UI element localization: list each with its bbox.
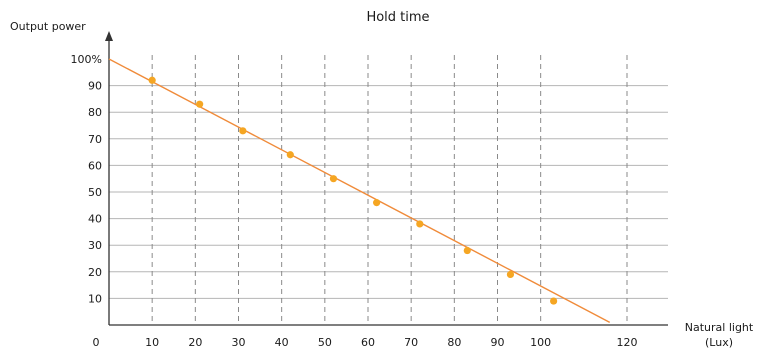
x-axis-title: Natural light <box>685 321 754 334</box>
chart-title: Hold time <box>366 10 429 25</box>
data-point <box>506 270 515 279</box>
axis-layer <box>105 31 668 326</box>
y-tick-label: 30 <box>88 239 102 252</box>
x-tick-label: 80 <box>447 336 461 349</box>
y-tick-label: 50 <box>88 186 102 199</box>
data-point <box>239 127 247 135</box>
data-point <box>373 199 381 207</box>
x-tick-label: 20 <box>188 336 202 349</box>
data-point <box>463 246 471 255</box>
label-layer: Hold time Output power Natural light (Lu… <box>10 10 754 349</box>
y-tick-label: 20 <box>88 266 102 279</box>
grid-layer <box>109 55 668 325</box>
x-tick-label: 90 <box>491 336 505 349</box>
x-tick-label: 50 <box>318 336 332 349</box>
data-point <box>286 151 294 159</box>
x-tick-label: 60 <box>361 336 375 349</box>
data-point <box>416 220 424 228</box>
y-tick-label: 10 <box>88 292 102 305</box>
y-tick-label: 40 <box>88 213 102 226</box>
x-tick-label: 0 <box>93 336 100 349</box>
data-point <box>148 76 156 84</box>
x-tick-label: 30 <box>232 336 246 349</box>
y-tick-label: 60 <box>88 159 102 172</box>
x-tick-label: 100 <box>530 336 551 349</box>
y-axis-title: Output power <box>10 20 86 33</box>
x-tick-label: 120 <box>617 336 638 349</box>
data-point <box>550 297 558 305</box>
data-point <box>196 100 204 108</box>
series-line <box>108 58 611 323</box>
y-tick-label: 90 <box>88 80 102 93</box>
y-tick-label: 80 <box>88 106 102 119</box>
y-tick-label: 100% <box>71 53 102 66</box>
data-point <box>329 175 338 183</box>
x-tick-label: 10 <box>145 336 159 349</box>
y-axis-arrow <box>105 31 113 41</box>
y-tick-label: 70 <box>88 133 102 146</box>
x-axis-unit: (Lux) <box>705 336 733 349</box>
x-tick-label: 40 <box>275 336 289 349</box>
x-tick-label: 70 <box>404 336 418 349</box>
series-layer <box>108 58 611 323</box>
